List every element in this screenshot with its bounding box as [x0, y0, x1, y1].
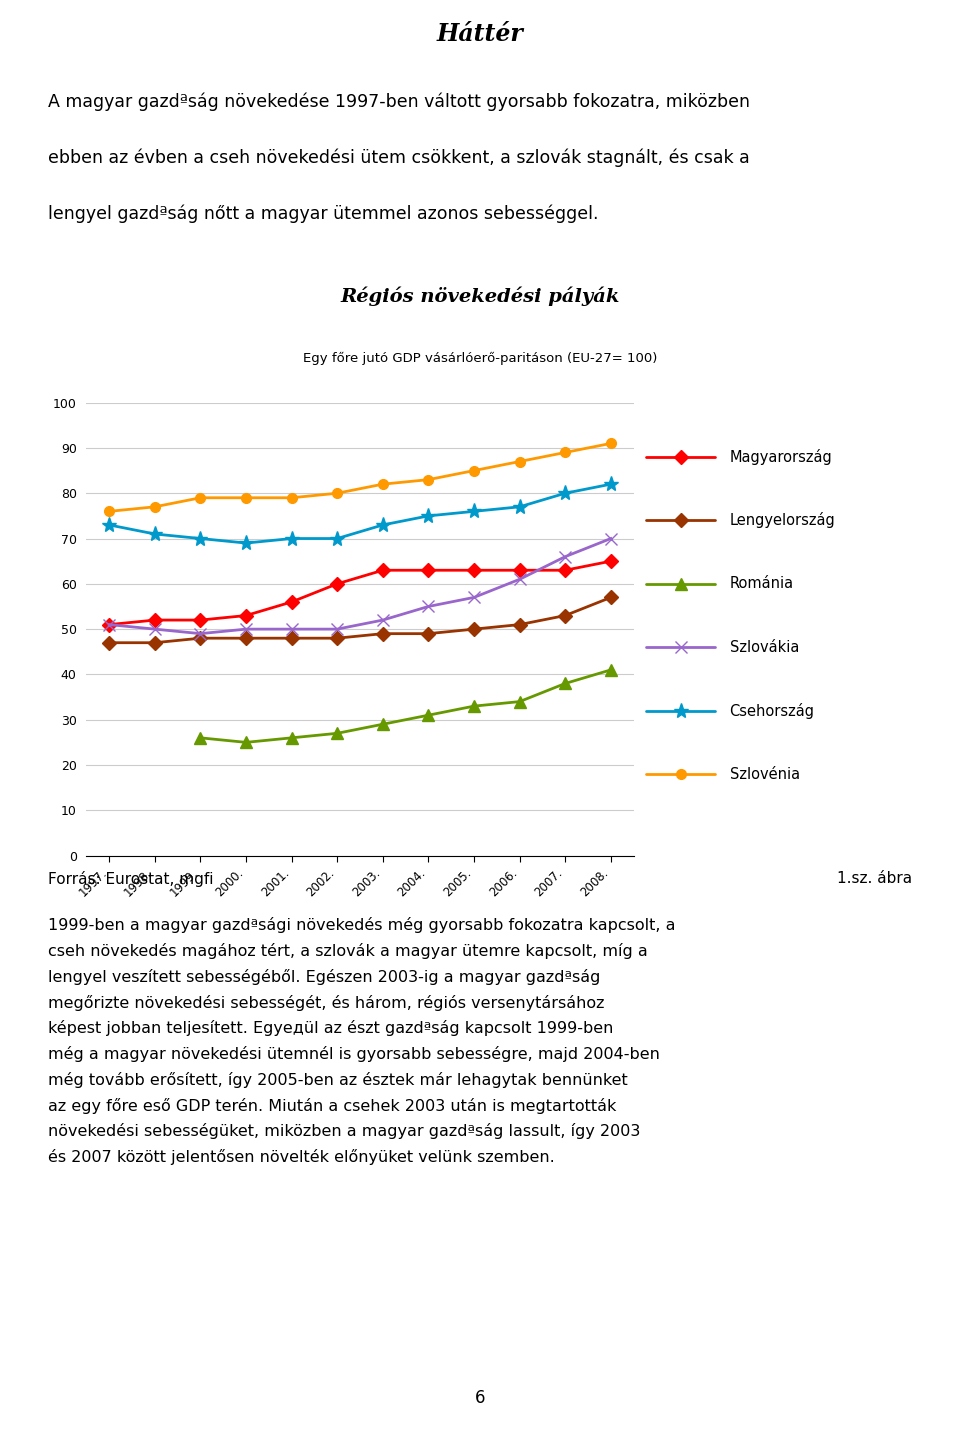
Csehország	[605, 476, 616, 493]
Szlovénia	[560, 444, 571, 462]
Románia	[377, 716, 389, 733]
Text: Szlovákia: Szlovákia	[730, 640, 799, 654]
Románia	[605, 661, 616, 679]
Románia	[468, 697, 480, 715]
Szlovénia	[331, 485, 343, 502]
Szlovákia	[195, 626, 206, 643]
Szlovákia	[331, 621, 343, 638]
Csehország	[286, 531, 298, 548]
Text: A magyar gazdªság növekedése 1997-ben váltott gyorsabb fokozatra, miközben: A magyar gazdªság növekedése 1997-ben vá…	[48, 92, 750, 111]
Magyarország	[377, 562, 389, 580]
Text: 1999-ben a magyar gazdªsági növekedés még gyorsabb fokozatra kapcsolt, a
cseh nö: 1999-ben a magyar gazdªsági növekedés mé…	[48, 917, 676, 1165]
Magyarország	[560, 562, 571, 580]
Text: 1.sz. ábra: 1.sz. ábra	[837, 871, 912, 886]
Text: Románia: Románia	[730, 577, 794, 591]
Szlovénia	[240, 489, 252, 506]
Szlovákia	[468, 588, 480, 605]
Szlovákia	[104, 615, 115, 633]
Text: Háttér: Háttér	[437, 22, 523, 46]
Szlovénia	[422, 472, 434, 489]
Románia	[422, 706, 434, 723]
Csehország	[560, 485, 571, 502]
Line: Románia: Románia	[195, 664, 616, 748]
Lengyelország	[331, 630, 343, 647]
Csehország	[240, 535, 252, 552]
Csehország	[468, 503, 480, 521]
Románia	[331, 725, 343, 742]
Csehország	[149, 525, 160, 542]
Szlovénia	[377, 476, 389, 493]
Lengyelország	[468, 621, 480, 638]
Magyarország	[104, 615, 115, 633]
Lengyelország	[514, 615, 525, 633]
Szlovénia	[195, 489, 206, 506]
Line: Szlovákia: Szlovákia	[103, 532, 617, 640]
Text: lengyel gazdªság nőtt a magyar ütemmel azonos sebességgel.: lengyel gazdªság nőtt a magyar ütemmel a…	[48, 204, 598, 223]
Szlovákia	[605, 531, 616, 548]
Lengyelország	[149, 634, 160, 651]
Románia	[240, 733, 252, 751]
Szlovákia	[514, 571, 525, 588]
Magyarország	[331, 575, 343, 592]
Szlovákia	[149, 621, 160, 638]
Szlovákia	[240, 621, 252, 638]
Magyarország	[468, 562, 480, 580]
Szlovénia	[605, 434, 616, 452]
Text: Régiós növekedési pályák: Régiós növekedési pályák	[340, 286, 620, 306]
Line: Lengyelország: Lengyelország	[105, 592, 615, 647]
Szlovénia	[468, 462, 480, 479]
Csehország	[331, 531, 343, 548]
Magyarország	[195, 611, 206, 628]
Text: Egy főre jutó GDP vásárlóerő-paritáson (EU-27= 100): Egy főre jutó GDP vásárlóerő-paritáson (…	[302, 352, 658, 365]
Magyarország	[422, 562, 434, 580]
Magyarország	[240, 607, 252, 624]
Line: Szlovénia: Szlovénia	[105, 439, 615, 516]
Line: Magyarország: Magyarország	[105, 557, 615, 630]
Szlovákia	[286, 621, 298, 638]
Lengyelország	[195, 630, 206, 647]
Lengyelország	[422, 626, 434, 643]
Lengyelország	[560, 607, 571, 624]
Text: 6: 6	[475, 1389, 485, 1406]
Románia	[195, 729, 206, 746]
Csehország	[514, 498, 525, 515]
Szlovénia	[149, 498, 160, 515]
Magyarország	[149, 611, 160, 628]
Szlovénia	[104, 503, 115, 521]
Csehország	[377, 516, 389, 533]
Szlovénia	[286, 489, 298, 506]
Románia	[514, 693, 525, 710]
Text: Magyarország: Magyarország	[730, 449, 832, 464]
Szlovákia	[422, 598, 434, 615]
Magyarország	[605, 552, 616, 569]
Text: Lengyelország: Lengyelország	[730, 512, 835, 528]
Text: Forrás: Eurostat, mgfi: Forrás: Eurostat, mgfi	[48, 871, 213, 887]
Text: ebben az évben a cseh növekedési ütem csökkent, a szlovák stagnált, és csak a: ebben az évben a cseh növekedési ütem cs…	[48, 148, 750, 167]
Románia	[560, 674, 571, 692]
Text: Szlovénia: Szlovénia	[730, 766, 800, 782]
Szlovákia	[560, 548, 571, 565]
Magyarország	[514, 562, 525, 580]
Text: Csehország: Csehország	[730, 703, 815, 719]
Szlovénia	[514, 453, 525, 470]
Szlovákia	[377, 611, 389, 628]
Lengyelország	[240, 630, 252, 647]
Csehország	[195, 531, 206, 548]
Lengyelország	[377, 626, 389, 643]
Csehország	[104, 516, 115, 533]
Lengyelország	[286, 630, 298, 647]
Line: Csehország: Csehország	[102, 476, 618, 551]
Lengyelország	[104, 634, 115, 651]
Csehország	[422, 508, 434, 525]
Lengyelország	[605, 588, 616, 605]
Románia	[286, 729, 298, 746]
Magyarország	[286, 594, 298, 611]
